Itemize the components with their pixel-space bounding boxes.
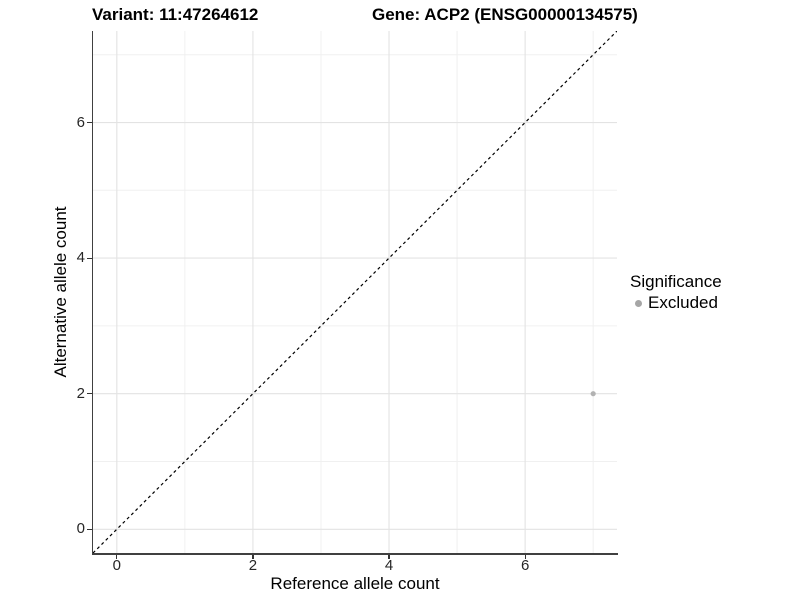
y-axis-tick-mark [87, 393, 92, 395]
x-axis-tick-label: 0 [112, 557, 121, 574]
x-axis-tick-label: 2 [248, 557, 258, 574]
y-axis-line [91, 31, 93, 555]
plot-title-gene: Gene: ACP2 (ENSG00000134575) [372, 5, 638, 24]
legend-title: Significance [630, 272, 722, 291]
y-axis-tick-mark [87, 257, 92, 259]
x-axis-tick-mark [252, 554, 254, 559]
x-axis-tick-mark [116, 554, 118, 559]
plot-panel [93, 31, 617, 553]
x-axis-tick-mark [388, 554, 390, 559]
legend-entries: Excluded [630, 294, 722, 312]
x-axis-tick-label: 6 [520, 557, 530, 574]
y-axis-tick-label: 4 [76, 249, 85, 267]
legend-entry-label: Excluded [648, 293, 718, 312]
x-axis-tick-mark [524, 554, 526, 559]
y-axis-tick-mark [87, 528, 92, 530]
legend: Significance Excluded [630, 272, 722, 312]
y-axis-tick-label: 6 [76, 113, 85, 131]
identity-dashed-line [93, 31, 617, 553]
legend-entry: Excluded [630, 294, 722, 312]
plot-canvas [93, 31, 617, 553]
x-axis-line [91, 553, 618, 555]
y-axis-tick-label: 0 [76, 520, 85, 538]
y-axis-tick-label: 2 [76, 384, 85, 402]
x-axis-title: Reference allele count [270, 574, 440, 593]
plot-title-variant: Variant: 11:47264612 [92, 5, 259, 24]
y-axis-title: Alternative allele count [51, 206, 70, 378]
data-point [590, 391, 596, 397]
y-axis-tick-mark [87, 121, 92, 124]
legend-point-icon [635, 299, 642, 307]
x-axis-tick-label: 4 [384, 557, 394, 574]
